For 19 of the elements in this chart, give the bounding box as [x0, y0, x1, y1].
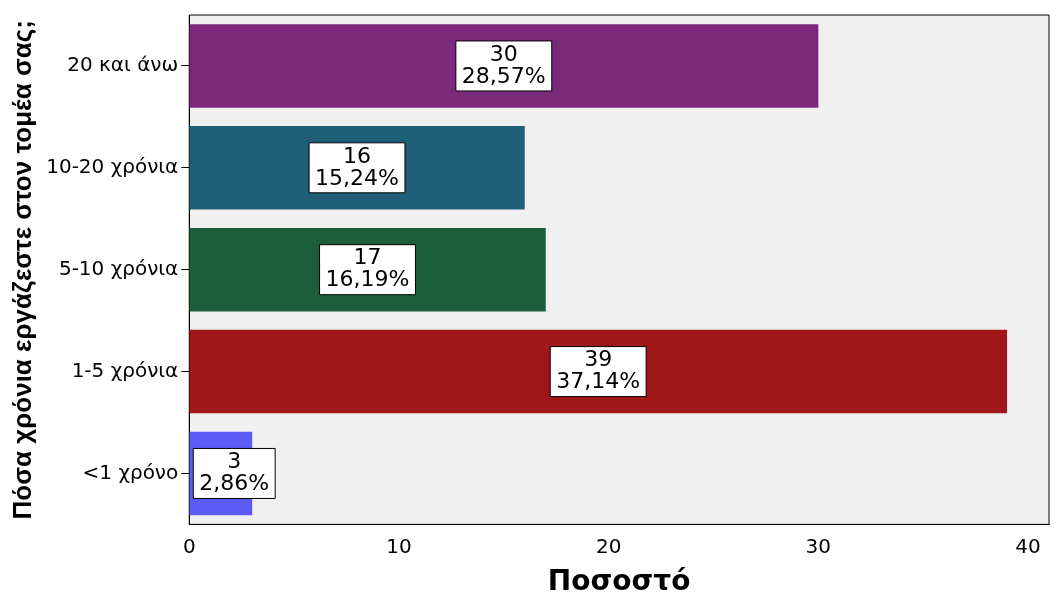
y-tick-label: 10-20 χρόνια: [46, 154, 179, 179]
x-tick-label: 0: [182, 533, 196, 558]
x-tick-label: 30: [805, 533, 832, 558]
data-label: 3 2,86%: [199, 448, 270, 496]
y-tick-label: 20 και άνω: [67, 52, 179, 77]
data-label: 39 37,14%: [556, 346, 641, 394]
x-tick-label: 10: [386, 533, 412, 558]
x-axis-title: Ποσοστό: [547, 564, 691, 598]
bar: [189, 24, 819, 108]
data-label: 16 15,24%: [315, 142, 399, 190]
bar: [189, 329, 1008, 414]
x-tick-label: 40: [1015, 533, 1041, 558]
data-label: 17 16,19%: [325, 244, 410, 292]
y-axis-title: Πόσα χρόνια εργάζεστε στον τομέα σας;: [6, 20, 37, 520]
data-label: 30 28,57%: [461, 40, 546, 88]
x-tick-label: 20: [595, 533, 622, 558]
y-tick-label: 1-5 χρόνια: [71, 357, 179, 382]
y-tick-label: <1 χρόνο: [82, 459, 179, 484]
y-tick-label: 5-10 χρόνια: [58, 255, 179, 280]
